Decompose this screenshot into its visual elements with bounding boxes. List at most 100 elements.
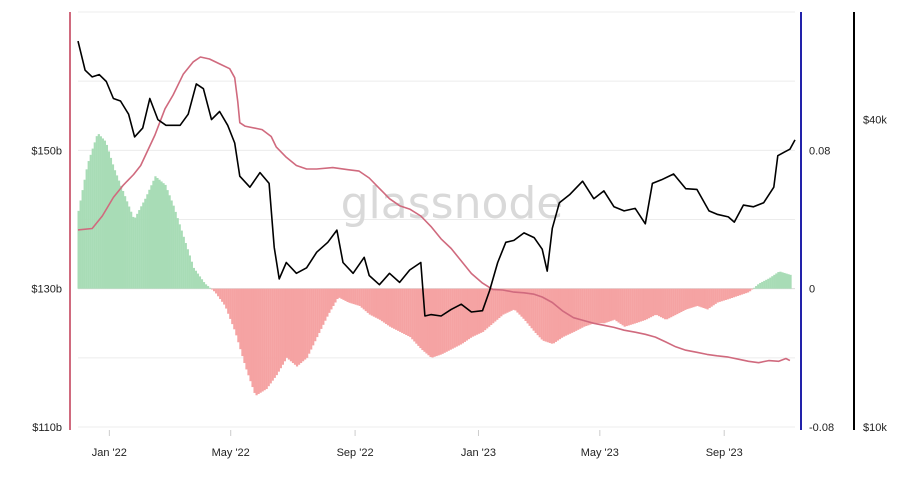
histogram-bar (748, 288, 752, 292)
histogram-bar (615, 288, 618, 322)
histogram-bar (431, 288, 434, 358)
histogram-bar (103, 140, 106, 289)
histogram-bar (684, 288, 687, 310)
histogram-bar (378, 288, 382, 320)
histogram-bar (227, 288, 230, 314)
histogram-bar (532, 288, 535, 331)
histogram-bar (170, 200, 173, 289)
left-axis-tick-label: $110b (32, 422, 62, 434)
histogram-bar (245, 288, 248, 370)
histogram-bar (676, 288, 679, 315)
histogram-bar (560, 288, 564, 338)
histogram-bar (384, 288, 388, 324)
histogram-bar (421, 288, 424, 351)
histogram-bar (225, 288, 228, 309)
histogram-bar (631, 288, 634, 325)
histogram-bar (399, 288, 402, 332)
histogram-bar (271, 288, 274, 381)
histogram-bar (111, 164, 115, 289)
histogram-bar (322, 288, 325, 325)
histogram-bar (641, 288, 644, 321)
histogram-bar (518, 288, 521, 315)
histogram-bar (655, 288, 659, 316)
histogram-bar (297, 288, 301, 365)
histogram-bar (395, 288, 398, 330)
histogram-bar (376, 288, 380, 319)
histogram-bar (121, 190, 125, 289)
histogram-bar (279, 288, 282, 369)
histogram-bar (407, 288, 410, 337)
histogram-bar (765, 279, 768, 289)
histogram-bar (678, 288, 681, 314)
histogram-bar (690, 288, 693, 308)
histogram-bar (554, 288, 558, 342)
histogram-bar (150, 185, 153, 289)
histogram-bar (174, 211, 177, 289)
histogram-bar (393, 288, 396, 329)
histogram-bar (433, 288, 436, 357)
histogram-bar (536, 288, 539, 336)
histogram-bar (704, 288, 707, 309)
histogram-bar (427, 288, 430, 356)
histogram-bar (79, 200, 82, 289)
histogram-bar (368, 288, 371, 315)
histogram-bar (178, 224, 181, 289)
histogram-bar (186, 249, 189, 289)
histogram-bar (773, 274, 776, 289)
histogram-bar (166, 190, 169, 289)
histogram-bar (494, 288, 497, 322)
histogram-bar (597, 288, 600, 324)
histogram-bar (611, 288, 614, 321)
histogram-bar (318, 288, 321, 333)
histogram-bar (777, 272, 780, 289)
series-line-price (77, 40, 796, 317)
histogram-bar (249, 288, 252, 382)
histogram-bar (763, 280, 766, 289)
histogram-bar (219, 288, 222, 300)
histogram-bar (162, 183, 165, 289)
histogram-bar (417, 288, 420, 346)
histogram-bar (285, 288, 289, 358)
x-axis-tick-label: Sep '22 (337, 447, 374, 459)
histogram-bar (370, 288, 373, 316)
histogram-bar (146, 194, 149, 289)
x-axis-tick-label: Jan '22 (92, 447, 127, 459)
histogram-bar (595, 288, 598, 324)
histogram-bar (469, 288, 473, 338)
histogram-bar (710, 288, 713, 307)
histogram-bar (312, 288, 315, 346)
histogram-bar (508, 288, 511, 312)
histogram-bar (334, 288, 337, 303)
histogram-bar (530, 288, 533, 329)
histogram-bar (136, 213, 139, 289)
histogram-bar (362, 288, 365, 310)
histogram-bar (299, 288, 303, 364)
histogram-bar (544, 288, 547, 342)
histogram-bar (662, 288, 665, 319)
histogram-bar (265, 288, 268, 389)
histogram-bar (759, 282, 762, 289)
histogram-bar (506, 288, 509, 313)
histogram-bar (206, 286, 210, 289)
histogram-bar (128, 206, 131, 289)
histogram-bar (277, 288, 280, 372)
histogram-bar (320, 288, 323, 329)
histogram-bar (196, 273, 200, 289)
histogram-bar (295, 288, 299, 367)
histogram-bar (208, 287, 212, 289)
histogram-bar (445, 288, 448, 352)
histogram-bar (223, 288, 226, 305)
histogram-bar (109, 157, 113, 289)
histogram-bar (522, 288, 525, 319)
histogram-bar (755, 286, 758, 289)
histogram-bar (486, 288, 489, 329)
histogram-bar (550, 288, 553, 344)
histogram-bar (338, 288, 341, 298)
histogram-bar (621, 288, 624, 326)
histogram-bar (83, 179, 86, 289)
histogram-bar (401, 288, 404, 333)
histogram-bar (134, 217, 137, 289)
histogram-bar (492, 288, 495, 324)
right-outer-axis-tick-label: $10k (863, 422, 887, 434)
histogram-bar (688, 288, 691, 309)
